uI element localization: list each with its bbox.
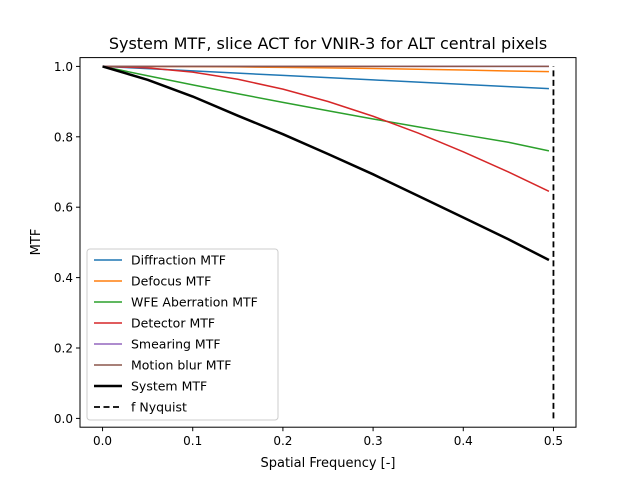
chart-title: System MTF, slice ACT for VNIR-3 for ALT… — [109, 34, 547, 53]
x-tick-label: 0.4 — [454, 434, 473, 448]
x-tick-label: 0.2 — [273, 434, 292, 448]
y-tick-label: 0.2 — [54, 342, 73, 356]
series-line-wfe-aberration-mtf — [103, 66, 549, 150]
legend: Diffraction MTF Defocus MTF WFE Aberration… — [87, 249, 278, 420]
x-tick-label: 0.5 — [544, 434, 563, 448]
y-tick-label: 0.6 — [54, 201, 73, 215]
legend-label-detector-mtf: Detector MTF — [131, 316, 215, 331]
legend-label-system-mtf: System MTF — [131, 379, 207, 394]
x-axis-ticks: 0.0 0.1 0.2 0.3 0.4 0.5 — [93, 427, 563, 448]
x-tick-label: 0.3 — [364, 434, 383, 448]
x-tick-label: 0.0 — [93, 434, 112, 448]
legend-label-defocus-mtf: Defocus MTF — [131, 274, 211, 289]
legend-label-f-nyquist: f Nyquist — [131, 400, 187, 415]
legend-label-smearing-mtf: Smearing MTF — [131, 337, 221, 352]
legend-label-wfe-aberration-mtf: WFE Aberration MTF — [131, 295, 258, 310]
x-axis-label: Spatial Frequency [-] — [260, 456, 395, 471]
legend-label-motion-blur-mtf: Motion blur MTF — [131, 358, 231, 373]
y-tick-label: 0.4 — [54, 271, 73, 285]
y-axis-ticks: 0.0 0.2 0.4 0.6 0.8 1.0 — [54, 60, 80, 426]
y-tick-label: 0.0 — [54, 412, 73, 426]
y-axis-label: MTF — [29, 229, 44, 256]
legend-label-diffraction-mtf: Diffraction MTF — [131, 253, 226, 268]
series-line-system-mtf — [103, 66, 549, 260]
y-tick-label: 1.0 — [54, 60, 73, 74]
y-tick-label: 0.8 — [54, 130, 73, 144]
x-tick-label: 0.1 — [183, 434, 202, 448]
